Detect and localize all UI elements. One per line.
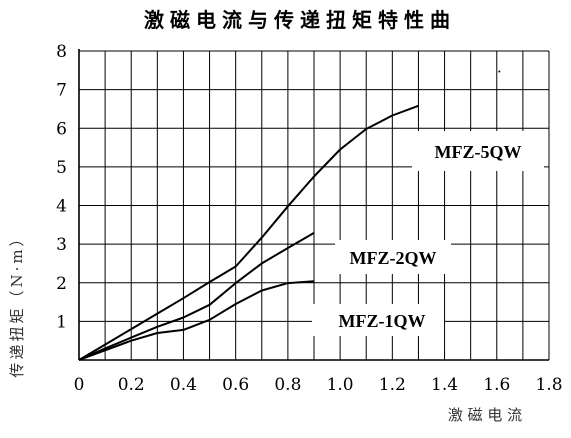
y-tick-label: 3 <box>56 235 67 255</box>
x-tick-label: 1.8 <box>535 375 562 395</box>
series-line-mfz-2qw <box>78 232 315 361</box>
y-tick-labels: 1 2 3 4 5 6 7 8 <box>56 42 67 332</box>
chart-title: 激磁电流与传递扭矩特性曲 <box>144 8 456 32</box>
x-tick-label: 1.2 <box>379 375 406 395</box>
series-line-mfz-5qw <box>78 104 419 361</box>
series-line-mfz-1qw <box>78 280 315 361</box>
x-axis-label: 激 磁 电 流 <box>448 406 522 424</box>
x-tick-label: 0.6 <box>222 375 249 395</box>
axes <box>78 49 549 361</box>
y-tick-label: 7 <box>56 81 67 101</box>
y-tick-label: 4 <box>56 197 67 217</box>
x-tick-label: 0.8 <box>274 375 301 395</box>
y-tick-label: 6 <box>56 119 67 139</box>
y-axis-label: 传递扭矩（N·m） <box>8 228 26 377</box>
x-tick-label: 1.4 <box>431 375 458 395</box>
x-tick-label: 0.4 <box>170 375 197 395</box>
x-tick-label: 1.0 <box>327 375 354 395</box>
x-tick-label: 0.2 <box>118 375 145 395</box>
series-label-box-1qw <box>312 304 444 336</box>
series-label-mfz-1qw: MFZ-1QW <box>339 311 426 331</box>
y-tick-label: 2 <box>56 274 67 294</box>
x-tick-label: 1.6 <box>483 375 510 395</box>
series-lines <box>78 70 501 361</box>
stray-dot-mark <box>498 70 501 73</box>
series-label-mfz-2qw: MFZ-2QW <box>350 248 437 268</box>
y-tick-label: 1 <box>56 312 67 332</box>
series-label-box-2qw <box>335 240 451 274</box>
y-tick-label: 8 <box>56 42 67 62</box>
series-label-mfz-5qw: MFZ-5QW <box>435 142 522 162</box>
series-label-box-5qw <box>412 131 544 171</box>
y-tick-label: 5 <box>56 158 67 178</box>
x-tick-label: 0 <box>74 375 85 395</box>
x-tick-labels: 0 0.2 0.4 0.6 0.8 1.0 1.2 1.4 1.6 1.8 <box>74 375 563 395</box>
